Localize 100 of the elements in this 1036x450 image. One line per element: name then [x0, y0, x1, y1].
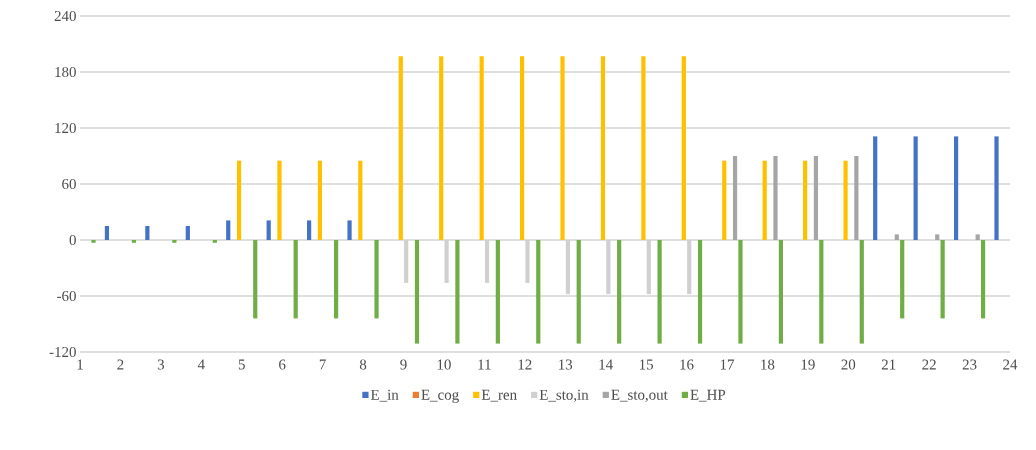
- x-tick-label: 24: [1003, 359, 1018, 370]
- bar: [953, 136, 959, 240]
- bar: [253, 240, 258, 319]
- bar: [236, 160, 242, 240]
- bar: [606, 240, 611, 295]
- bar: [293, 240, 298, 319]
- bar: [145, 226, 150, 240]
- bar: [495, 240, 500, 344]
- x-tick-label: 17: [720, 359, 734, 370]
- legend-label: E_ren: [481, 389, 517, 402]
- bar: [687, 240, 692, 295]
- bar: [980, 240, 986, 319]
- bar: [859, 240, 864, 344]
- y-tick-label: 0: [69, 234, 76, 246]
- x-tick-label: 23: [962, 359, 977, 370]
- x-tick-label: 22: [922, 359, 936, 370]
- bar: [854, 156, 859, 240]
- legend-label: E_sto,out: [611, 389, 668, 402]
- bar: [641, 56, 646, 240]
- legend-label: E_sto,in: [539, 389, 589, 402]
- bar: [479, 56, 484, 240]
- bar: [91, 240, 96, 243]
- bar: [172, 240, 177, 243]
- bar: [439, 56, 444, 240]
- legend-label: E_in: [370, 389, 399, 402]
- bar: [444, 240, 449, 283]
- y-tick-label: 60: [62, 178, 76, 190]
- y-tick-label: -60: [57, 290, 76, 302]
- bar: [975, 234, 980, 240]
- x-tick-label: 13: [559, 359, 573, 370]
- bar: [414, 240, 420, 344]
- x-tick-label: 10: [437, 359, 451, 370]
- bar: [398, 56, 403, 240]
- y-tick-label: 240: [54, 10, 76, 22]
- x-tick-label: 7: [319, 359, 326, 370]
- bar: [894, 234, 899, 240]
- bar: [519, 56, 525, 240]
- x-tick-label: 1: [77, 359, 83, 370]
- bar: [681, 56, 686, 240]
- bar: [374, 240, 379, 319]
- bar: [732, 156, 738, 240]
- bar: [600, 56, 606, 240]
- bar: [778, 240, 783, 344]
- bar: [525, 240, 530, 283]
- bar: [317, 160, 323, 240]
- bar: [819, 240, 824, 344]
- legend-label: E_cog: [421, 389, 459, 403]
- x-tick-label: 18: [761, 359, 775, 370]
- x-tick-label: 6: [279, 359, 286, 370]
- bar: [104, 226, 110, 240]
- x-tick-label: 14: [599, 359, 613, 370]
- bar: [900, 240, 905, 319]
- bar: [773, 156, 778, 240]
- x-tick-label: 21: [881, 359, 896, 370]
- bar: [560, 56, 565, 240]
- bar: [873, 136, 878, 240]
- x-tick-label: 12: [518, 359, 532, 370]
- bar: [266, 220, 271, 240]
- y-tick-label: 180: [55, 66, 76, 78]
- bar: [307, 220, 312, 240]
- bar: [697, 240, 703, 344]
- x-tick-label: 3: [157, 359, 165, 370]
- bar: [212, 240, 217, 243]
- bar: [722, 160, 727, 240]
- bar: [484, 240, 490, 283]
- x-tick-label: 19: [801, 359, 815, 370]
- bar: [813, 156, 819, 240]
- bar: [994, 136, 999, 240]
- bar: [565, 240, 571, 295]
- legend-label: E_HP: [690, 389, 726, 402]
- bar: [455, 240, 460, 344]
- bar: [334, 240, 339, 319]
- x-tick-label: 9: [400, 359, 407, 370]
- bar: [358, 160, 363, 240]
- bar: [277, 160, 282, 240]
- x-tick-label: 20: [841, 359, 856, 370]
- bar: [646, 240, 651, 295]
- bar: [617, 240, 622, 344]
- x-tick-label: 5: [238, 359, 245, 370]
- y-tick-label: 120: [55, 122, 76, 134]
- bar: [935, 234, 940, 240]
- x-tick-label: 2: [117, 359, 124, 370]
- bar: [913, 136, 918, 240]
- x-tick-label: 8: [359, 359, 367, 370]
- bar: [576, 240, 581, 344]
- bar: [738, 240, 743, 344]
- bar: [226, 220, 231, 240]
- bar: [657, 240, 662, 344]
- x-tick-label: 4: [197, 359, 205, 370]
- x-tick-label: 16: [680, 359, 694, 370]
- bar: [803, 160, 808, 240]
- x-tick-label: 11: [478, 359, 491, 370]
- bar: [762, 160, 767, 240]
- bar: [347, 220, 352, 240]
- y-tick-label: -120: [49, 346, 76, 358]
- bar: [404, 240, 409, 283]
- bar: [131, 240, 137, 243]
- bar: [940, 240, 945, 319]
- bar: [843, 160, 848, 240]
- bar: [185, 226, 190, 240]
